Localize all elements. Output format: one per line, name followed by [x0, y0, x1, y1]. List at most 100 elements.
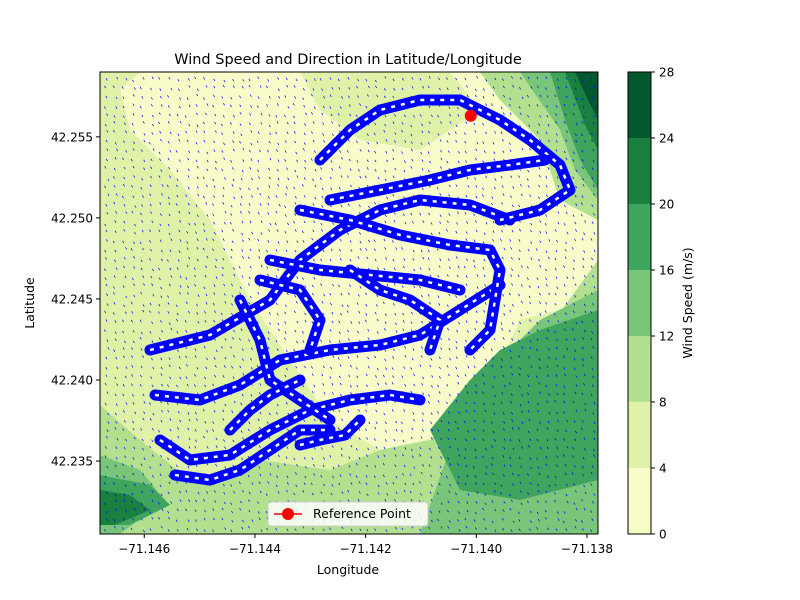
wind-arrow	[337, 78, 340, 82]
wind-arrow	[197, 320, 200, 324]
wind-arrow	[492, 357, 495, 360]
wind-arrow	[428, 212, 431, 216]
wind-arrow	[410, 166, 413, 169]
wind-arrow	[250, 394, 253, 397]
wind-arrow	[517, 274, 520, 278]
wind-arrow	[503, 500, 506, 504]
wind-arrow	[457, 519, 460, 522]
wind-arrow	[494, 439, 496, 442]
wind-arrow	[222, 84, 225, 88]
wind-arrow	[562, 520, 565, 524]
wind-arrow	[545, 283, 548, 287]
wind-arrow	[347, 95, 350, 99]
wind-arrow	[286, 240, 289, 243]
wind-arrow	[419, 212, 422, 216]
wind-arrow	[511, 411, 513, 415]
wind-arrow	[575, 375, 578, 378]
wind-arrow	[492, 230, 495, 233]
wind-arrow	[447, 411, 450, 414]
wind-arrow	[310, 93, 313, 97]
wind-arrow	[104, 502, 106, 506]
wind-arrow	[276, 121, 279, 124]
wind-arrow	[160, 138, 162, 142]
wind-arrow	[338, 409, 341, 413]
wind-arrow	[591, 518, 594, 521]
wind-arrow	[556, 455, 559, 458]
wind-arrow	[429, 491, 432, 494]
wind-arrow	[464, 374, 467, 377]
wind-arrow	[592, 184, 595, 188]
wind-arrow	[357, 499, 360, 502]
wind-arrow	[350, 392, 353, 395]
wind-arrow	[546, 446, 549, 450]
wind-arrow	[157, 502, 160, 505]
wind-arrow	[583, 250, 586, 253]
wind-arrow	[582, 257, 585, 261]
wind-arrow	[519, 112, 522, 115]
wind-arrow	[286, 167, 288, 170]
wind-arrow	[582, 337, 585, 340]
wind-arrow	[572, 455, 575, 458]
wind-arrow	[511, 204, 514, 208]
wind-arrow	[185, 376, 188, 379]
wind-arrow	[179, 285, 182, 288]
wind-arrow	[160, 366, 163, 370]
wind-arrow	[454, 437, 457, 441]
wind-arrow	[341, 418, 344, 422]
wind-arrow	[176, 318, 179, 322]
colorbar-band	[628, 138, 651, 204]
wind-arrow	[546, 95, 549, 98]
wind-arrow	[313, 150, 316, 153]
wind-arrow	[582, 166, 584, 170]
wind-arrow	[178, 229, 181, 233]
wind-arrow	[140, 428, 143, 431]
wind-arrow	[410, 148, 413, 152]
wind-arrow	[565, 85, 568, 89]
wind-arrow	[257, 238, 260, 242]
wind-arrow	[419, 285, 421, 289]
wind-arrow	[447, 421, 450, 425]
wind-arrow	[158, 175, 161, 178]
wind-arrow	[250, 347, 253, 350]
wind-arrow	[448, 347, 451, 351]
wind-arrow	[213, 85, 216, 89]
wind-arrow	[320, 447, 323, 450]
wind-arrow	[239, 123, 242, 126]
wind-arrow	[492, 93, 495, 97]
wind-arrow	[374, 159, 377, 163]
wind-arrow	[241, 348, 244, 351]
wind-arrow	[557, 211, 560, 214]
wind-arrow	[167, 196, 170, 200]
wind-arrow	[527, 76, 530, 80]
wind-arrow	[475, 185, 478, 188]
colorbar-tick-label: 0	[659, 528, 667, 542]
wind-arrow	[419, 364, 422, 367]
wind-arrow	[167, 295, 170, 298]
wind-arrow	[518, 106, 521, 109]
wind-arrow	[193, 267, 196, 270]
wind-arrow	[161, 508, 164, 512]
wind-arrow	[419, 267, 422, 270]
wind-arrow	[277, 328, 280, 332]
wind-arrow	[526, 500, 529, 504]
wind-arrow	[581, 237, 584, 241]
wind-arrow	[555, 105, 558, 108]
wind-arrow	[319, 78, 322, 81]
wind-arrow	[392, 356, 395, 359]
wind-arrow	[104, 446, 107, 449]
wind-arrow	[374, 375, 377, 378]
wind-arrow	[420, 436, 423, 439]
wind-arrow	[476, 491, 479, 494]
wind-arrow	[313, 259, 315, 262]
wind-arrow	[530, 229, 532, 233]
wind-arrow	[457, 392, 460, 396]
wind-arrow	[206, 159, 209, 163]
wind-arrow	[314, 184, 317, 188]
wind-arrow	[196, 258, 199, 262]
wind-arrow	[518, 239, 521, 242]
wind-arrow	[572, 276, 575, 279]
wind-arrow	[167, 491, 170, 495]
wind-arrow	[176, 508, 179, 512]
wind-arrow	[215, 463, 218, 467]
wind-arrow	[248, 509, 251, 513]
